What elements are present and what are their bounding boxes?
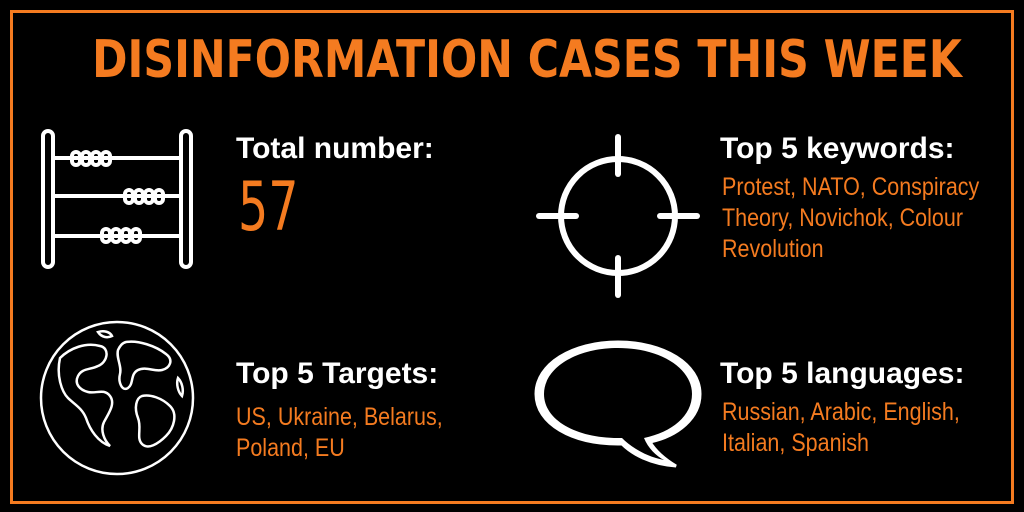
keywords-heading: Top 5 keywords: [720, 132, 955, 165]
languages-text: Russian, Arabic, English, Italian, Spani… [722, 398, 960, 457]
abacus-icon [41, 129, 193, 269]
infographic-frame [10, 10, 1014, 504]
total-number: 57 [238, 168, 299, 247]
crosshair-icon [536, 134, 700, 298]
languages-heading: Top 5 languages: [720, 357, 965, 390]
targets-heading: Top 5 Targets: [236, 357, 439, 390]
globe-icon [39, 320, 195, 476]
total-heading: Total number: [236, 132, 434, 165]
keywords-text: Protest, NATO, Conspiracy Theory, Novich… [722, 173, 980, 263]
page-title: DISINFORMATION CASES THIS WEEK [92, 30, 962, 90]
targets-text: US, Ukraine, Belarus, Poland, EU [236, 403, 443, 462]
speech-bubble-icon [534, 340, 702, 468]
